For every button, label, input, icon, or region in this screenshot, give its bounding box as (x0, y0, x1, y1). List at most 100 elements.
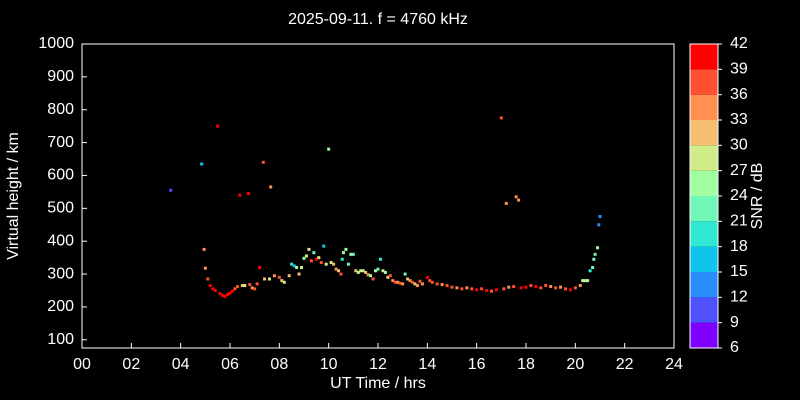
x-tick-label: 00 (73, 356, 91, 373)
point (455, 286, 459, 290)
point (559, 285, 563, 289)
point (304, 254, 308, 258)
point (499, 116, 503, 120)
point (295, 265, 299, 269)
point (489, 289, 493, 293)
y-tick-label: 600 (47, 167, 74, 184)
point (263, 277, 267, 281)
point (408, 279, 412, 283)
point (282, 280, 286, 284)
colorbar-label: SNR / dB (749, 163, 766, 230)
point (322, 244, 326, 248)
colorbar-tick-label: 21 (730, 213, 748, 230)
colorbar-tick-label: 9 (730, 314, 739, 331)
point (411, 280, 415, 284)
point (465, 286, 469, 290)
x-tick-label: 04 (172, 356, 190, 373)
point (216, 124, 220, 128)
point (502, 287, 506, 291)
y-tick-label: 400 (47, 232, 74, 249)
point (485, 288, 489, 292)
point (524, 285, 528, 289)
point (307, 247, 311, 251)
point (470, 287, 474, 291)
point (512, 285, 516, 289)
colorbar-band (690, 170, 718, 196)
point (544, 284, 548, 288)
point (554, 286, 558, 290)
colorbar-band (690, 322, 718, 348)
point (460, 287, 464, 291)
x-tick-label: 24 (665, 356, 683, 373)
point (248, 283, 252, 287)
colorbar-band (690, 196, 718, 222)
point (230, 289, 234, 293)
colorbar-tick-label: 15 (730, 263, 748, 280)
point (563, 287, 567, 291)
point (413, 282, 417, 286)
colorbar-band (690, 145, 718, 171)
point (507, 285, 511, 289)
point (255, 282, 259, 286)
point (480, 287, 484, 291)
point (351, 252, 355, 256)
point (415, 284, 419, 288)
point (592, 257, 596, 261)
point (247, 192, 250, 196)
point (381, 269, 385, 273)
point (598, 215, 602, 219)
point (261, 160, 265, 164)
colorbar-band (690, 221, 718, 247)
x-axis-label: UT Time / hrs (330, 375, 426, 392)
point (324, 262, 328, 266)
point (341, 251, 345, 255)
point (228, 291, 232, 295)
point (354, 269, 358, 273)
point (440, 283, 444, 287)
point (475, 288, 479, 292)
point (578, 284, 582, 288)
point (406, 277, 410, 281)
point (378, 257, 382, 261)
x-tick-label: 14 (418, 356, 436, 373)
point (588, 269, 592, 273)
point (517, 198, 521, 202)
colorbar-band (690, 44, 718, 70)
point (267, 277, 271, 281)
point (391, 279, 395, 283)
point (314, 257, 318, 261)
y-tick-label: 900 (47, 68, 74, 85)
point (388, 274, 392, 278)
colorbar-tick-label: 6 (730, 339, 739, 356)
point (223, 294, 227, 298)
point (425, 275, 429, 279)
point (398, 281, 402, 285)
point (514, 195, 518, 199)
y-tick-label: 100 (47, 331, 74, 348)
colorbar-band (690, 69, 718, 95)
point (435, 282, 439, 286)
colorbar-tick-label: 36 (730, 86, 748, 103)
colorbar-tick-label: 30 (730, 137, 748, 154)
point (494, 288, 498, 292)
point (346, 262, 350, 266)
y-tick-label: 1000 (38, 35, 74, 52)
y-axis-label: Virtual height / km (5, 132, 22, 260)
point (418, 279, 422, 283)
point (206, 277, 210, 281)
point (169, 188, 173, 192)
y-tick-label: 500 (47, 200, 74, 217)
point (200, 162, 204, 166)
point (596, 246, 600, 250)
point (383, 270, 387, 274)
point (235, 285, 239, 289)
point (258, 265, 262, 269)
colorbar-band (690, 246, 718, 272)
colorbar-band (690, 94, 718, 120)
point (312, 251, 316, 255)
point (337, 269, 341, 273)
point (366, 273, 370, 277)
point (549, 285, 553, 289)
colorbar-tick-label: 18 (730, 238, 748, 255)
